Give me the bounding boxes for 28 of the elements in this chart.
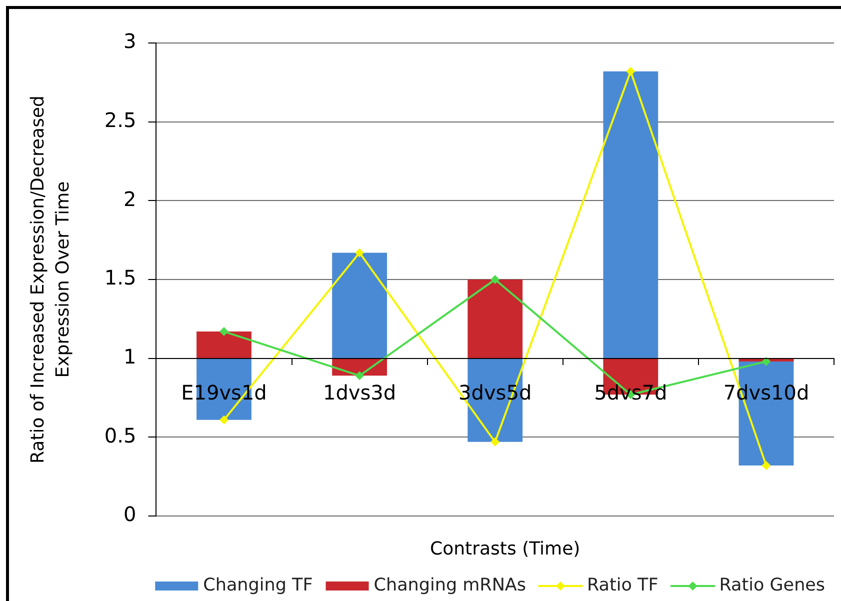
legend-label: Ratio TF [587, 576, 658, 596]
y-tick-label: 0 [123, 502, 136, 526]
point [490, 437, 500, 446]
y-tick-label: 2.5 [104, 108, 136, 132]
y-tick-label: 2 [123, 186, 136, 211]
point [219, 415, 228, 424]
bar [196, 332, 252, 358]
x-tick-label: 5dvs7d [594, 380, 668, 405]
point [626, 66, 636, 76]
legend-label: Changing mRNAs [374, 576, 526, 596]
point [762, 356, 771, 366]
point [762, 461, 771, 470]
y-tick-label: 1.5 [104, 266, 136, 290]
legend-label: Ratio Genes [719, 576, 826, 596]
bar [332, 252, 387, 358]
legend-label: Changing TF [203, 576, 313, 596]
point [490, 275, 500, 284]
bar [468, 280, 523, 358]
y-tick-label: 1 [123, 344, 136, 369]
y-axis-title: Ratio of Increased Expression/Decreased Expression Over Time [27, 96, 74, 464]
y-tick-label: 3 [123, 29, 136, 54]
point [355, 248, 364, 258]
bar [603, 71, 658, 358]
point [355, 371, 364, 380]
y-tick-label: 0.5 [104, 423, 136, 448]
x-axis-title: Contrasts (Time) [430, 538, 580, 560]
point [219, 327, 228, 336]
x-tick-label: 1dvs3d [322, 380, 396, 405]
